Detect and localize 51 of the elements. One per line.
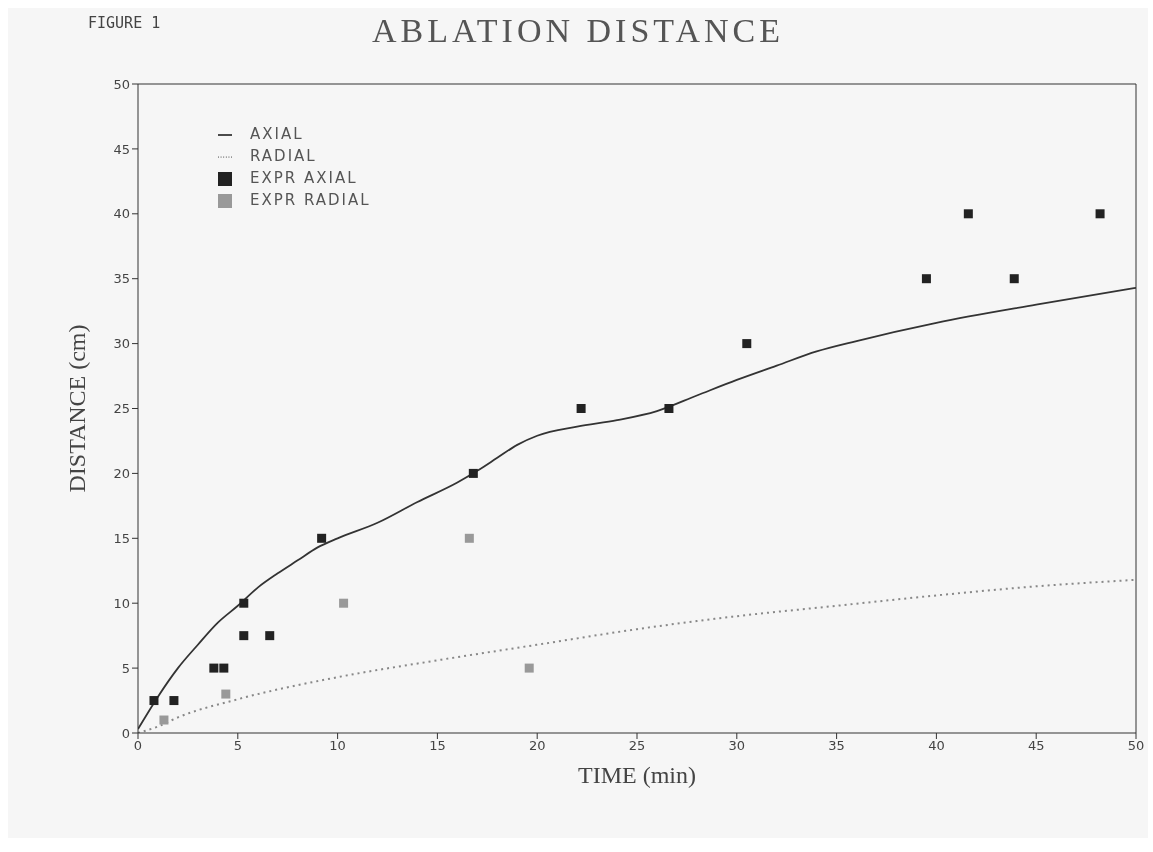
point — [576, 404, 586, 413]
y-tick-label: 15 — [113, 530, 130, 546]
point — [1095, 209, 1105, 219]
x-axis-title: TIME (min) — [578, 762, 696, 788]
point — [159, 715, 169, 725]
point — [339, 598, 349, 608]
y-tick-label: 35 — [113, 271, 130, 287]
point — [963, 209, 973, 219]
caption: FIGURE 1 — [88, 14, 161, 32]
point — [1009, 274, 1019, 284]
legend-label: RADIAL — [250, 147, 317, 165]
chart-title: ABLATION DISTANCE — [372, 12, 784, 49]
x-tick-label: 50 — [1127, 738, 1145, 754]
point — [265, 631, 275, 641]
y-tick-label: 50 — [113, 76, 130, 92]
y-tick-label: 0 — [121, 725, 130, 741]
x-tick-label: 35 — [828, 738, 845, 754]
x-tick-label: 25 — [628, 738, 646, 754]
y-tick-label: 40 — [113, 206, 130, 222]
x-tick-label: 5 — [233, 738, 242, 754]
point — [149, 696, 159, 706]
point — [664, 404, 674, 413]
y-axis-title: DISTANCE (cm) — [63, 324, 90, 493]
y-tick-label: 10 — [113, 595, 130, 611]
x-tick-label: 45 — [1027, 738, 1045, 754]
point — [219, 663, 229, 673]
point — [239, 598, 249, 608]
x-tick-label: 10 — [329, 738, 346, 754]
x-tick-label: 0 — [133, 738, 143, 754]
y-tick-label: 45 — [113, 141, 130, 157]
x-tick-label: 15 — [429, 738, 446, 754]
point — [464, 533, 474, 543]
point — [169, 696, 179, 706]
y-tick-label: 20 — [113, 466, 130, 482]
y-tick-label: 30 — [113, 336, 130, 352]
point — [239, 631, 249, 641]
point — [921, 274, 931, 284]
point — [209, 663, 219, 673]
x-tick-label: 40 — [928, 738, 945, 754]
legend-label: EXPR AXIAL — [250, 169, 358, 187]
point — [221, 689, 231, 699]
point — [742, 339, 752, 349]
legend-label: AXIAL — [250, 125, 304, 143]
x-tick-label: 30 — [728, 738, 746, 754]
y-tick-label: 25 — [113, 401, 130, 417]
x-tick-label: 20 — [528, 738, 546, 754]
point — [317, 533, 327, 543]
point — [524, 663, 534, 673]
point — [468, 468, 478, 478]
legend-label: EXPR RADIAL — [250, 191, 371, 209]
y-tick-label: 5 — [121, 660, 130, 676]
